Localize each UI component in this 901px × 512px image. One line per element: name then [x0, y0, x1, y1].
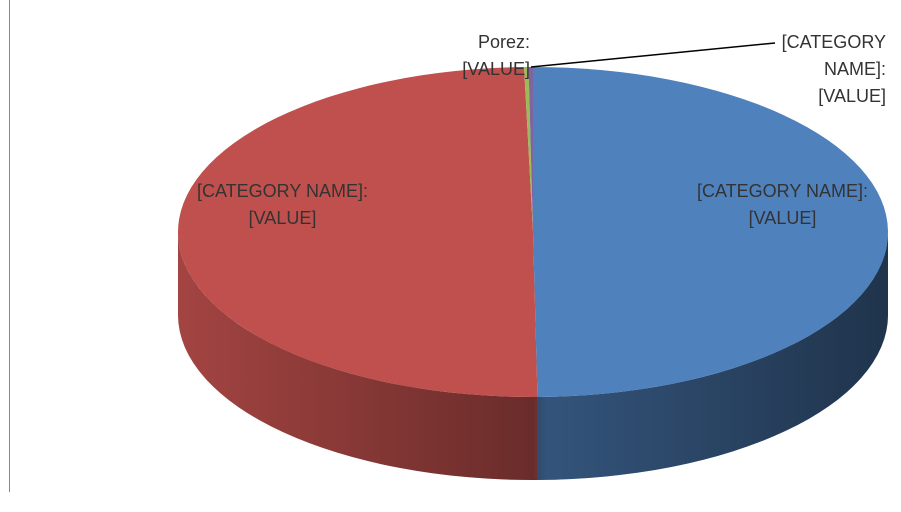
data-label: Porez: [VALUE] [462, 32, 530, 79]
data-label: [CATEGORY NAME]: [VALUE] [696, 181, 869, 228]
slice [533, 67, 888, 397]
leader-line [530, 42, 776, 68]
slice [528, 67, 533, 232]
slice [524, 67, 533, 232]
data-label: [CATEGORY NAME]: [VALUE] [781, 32, 886, 106]
slice [178, 67, 538, 397]
side-shade [537, 232, 888, 480]
data-label: [CATEGORY NAME]: [VALUE] [196, 181, 369, 228]
side-shade [178, 232, 538, 480]
pie [178, 67, 888, 480]
